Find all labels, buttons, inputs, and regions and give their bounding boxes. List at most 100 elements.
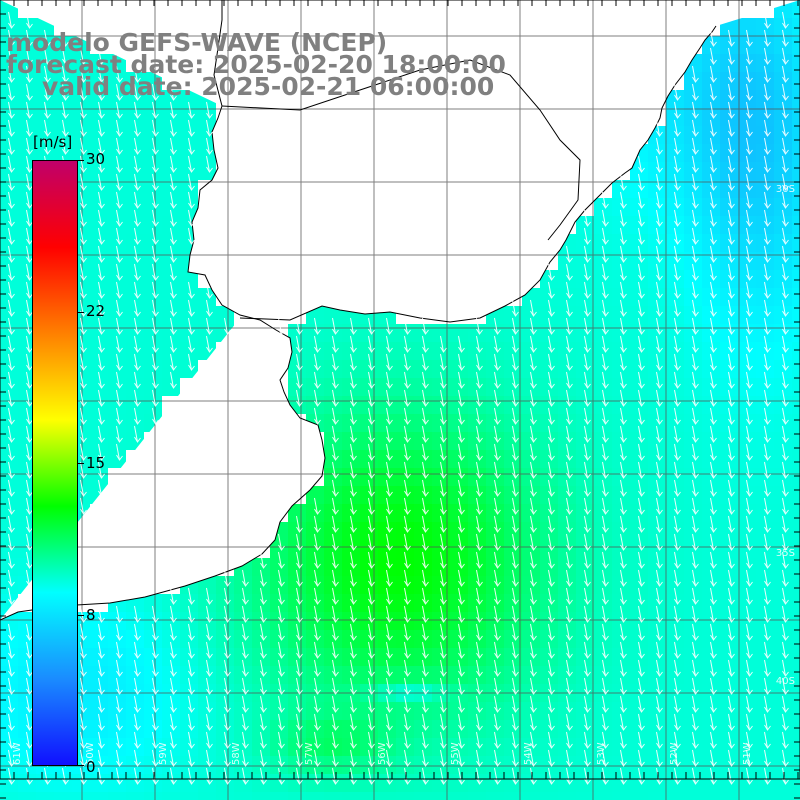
colorbar-label-8: 8 xyxy=(86,606,96,624)
wind-arrow xyxy=(728,605,735,623)
wind-arrow xyxy=(512,299,519,317)
wind-arrow xyxy=(98,623,105,641)
wind-arrow xyxy=(386,407,393,425)
wind-arrow xyxy=(8,713,15,731)
wind-arrow xyxy=(224,677,231,695)
wind-arrow xyxy=(80,119,87,137)
wind-arrow xyxy=(566,461,573,479)
wind-arrow xyxy=(674,605,681,623)
wind-arrow xyxy=(638,281,645,299)
wind-arrow xyxy=(170,353,177,371)
wind-arrow xyxy=(8,299,15,317)
wind-arrow xyxy=(332,425,339,443)
wind-arrow xyxy=(116,137,123,155)
wind-arrow xyxy=(530,623,537,641)
wind-arrow xyxy=(764,749,771,767)
wind-arrow xyxy=(98,461,105,479)
wind-arrow xyxy=(566,299,573,317)
wind-arrow xyxy=(620,479,627,497)
wind-arrow xyxy=(602,389,609,407)
wind-arrow xyxy=(440,767,447,785)
wind-arrow xyxy=(98,245,105,263)
wind-arrow xyxy=(782,191,789,209)
wind-arrow xyxy=(782,281,789,299)
wind-arrow xyxy=(692,605,699,623)
wind-arrow xyxy=(26,389,33,407)
wind-arrow xyxy=(278,695,285,713)
wind-arrow xyxy=(584,335,591,353)
wind-arrow xyxy=(278,713,285,731)
wind-arrow xyxy=(368,695,375,713)
wind-arrow xyxy=(152,713,159,731)
wind-arrow xyxy=(548,695,555,713)
wind-arrow xyxy=(170,713,177,731)
wind-arrow xyxy=(224,623,231,641)
wind-arrow xyxy=(746,335,753,353)
wind-arrow xyxy=(494,515,501,533)
wind-arrow xyxy=(746,227,753,245)
wind-arrow xyxy=(530,749,537,767)
wind-arrow xyxy=(440,389,447,407)
wind-arrow xyxy=(296,371,303,389)
wind-arrow xyxy=(116,749,123,767)
wind-arrow xyxy=(494,569,501,587)
wind-arrow xyxy=(620,569,627,587)
wind-arrow xyxy=(98,659,105,677)
wind-arrow xyxy=(782,623,789,641)
wind-arrow xyxy=(692,587,699,605)
wind-arrow xyxy=(80,83,87,101)
coastline xyxy=(0,105,326,621)
wind-arrow xyxy=(602,623,609,641)
wind-arrow xyxy=(260,731,267,749)
wind-arrow xyxy=(440,623,447,641)
wind-arrow xyxy=(314,659,321,677)
longitude-label: 53W xyxy=(596,742,607,765)
wind-arrow xyxy=(242,749,249,767)
wind-arrow xyxy=(458,389,465,407)
longitude-label: 52W xyxy=(669,742,680,765)
wind-arrow xyxy=(260,623,267,641)
wind-arrow xyxy=(8,281,15,299)
wind-arrow xyxy=(638,353,645,371)
wind-arrow xyxy=(134,749,141,767)
wind-arrow xyxy=(8,11,15,29)
wind-arrow xyxy=(368,587,375,605)
wind-arrow xyxy=(692,335,699,353)
wind-arrow xyxy=(656,533,663,551)
wind-arrow xyxy=(674,155,681,173)
wind-arrow xyxy=(620,317,627,335)
wind-arrow xyxy=(584,299,591,317)
wind-arrow xyxy=(260,677,267,695)
wind-arrow xyxy=(710,641,717,659)
wind-arrow xyxy=(566,389,573,407)
wind-arrow xyxy=(710,767,717,785)
wind-arrow xyxy=(188,299,195,317)
wind-arrow xyxy=(782,209,789,227)
wind-arrow xyxy=(8,587,15,605)
wind-arrow xyxy=(98,371,105,389)
wind-arrow xyxy=(26,47,33,65)
wind-arrow xyxy=(278,605,285,623)
wind-arrow xyxy=(674,695,681,713)
wind-arrow xyxy=(422,731,429,749)
wind-arrow xyxy=(134,659,141,677)
wind-arrow xyxy=(656,353,663,371)
wind-arrow xyxy=(476,569,483,587)
wind-arrow xyxy=(440,479,447,497)
wind-arrow xyxy=(620,173,627,191)
wind-arrow xyxy=(494,767,501,785)
wind-arrow xyxy=(44,119,51,137)
wind-arrow xyxy=(512,515,519,533)
wind-arrow xyxy=(404,497,411,515)
wind-arrow xyxy=(26,209,33,227)
wind-arrow xyxy=(404,551,411,569)
wind-arrow xyxy=(386,371,393,389)
wind-arrow xyxy=(26,335,33,353)
wind-arrow xyxy=(602,479,609,497)
wind-arrow xyxy=(80,749,87,767)
wind-arrow xyxy=(512,497,519,515)
wind-arrow xyxy=(728,209,735,227)
wind-arrow xyxy=(26,119,33,137)
wind-arrow xyxy=(584,587,591,605)
border xyxy=(221,59,581,241)
